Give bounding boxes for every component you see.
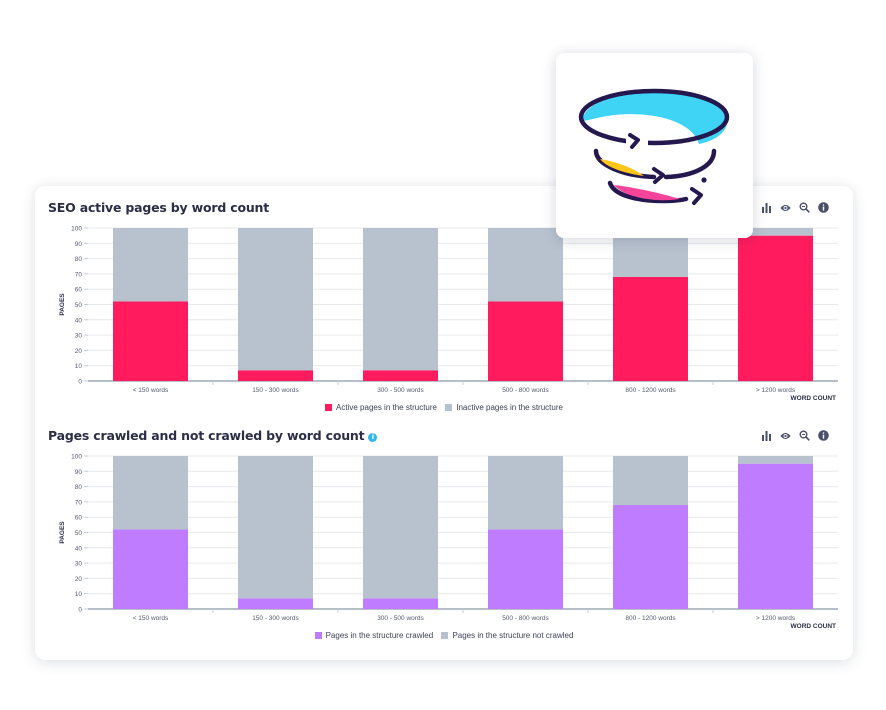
x-tick-label: < 150 words bbox=[133, 615, 169, 622]
bar-segment bbox=[488, 529, 563, 609]
legend-label: Pages in the structure crawled bbox=[325, 631, 434, 640]
x-tick-label: 300 - 500 words bbox=[377, 615, 424, 622]
bar-segment bbox=[738, 228, 813, 236]
bar-segment bbox=[738, 463, 813, 609]
y-tick-label: 40 bbox=[75, 545, 83, 552]
y-tick-label: 80 bbox=[75, 484, 83, 491]
bar-segment bbox=[113, 456, 188, 530]
chart-toolbar bbox=[761, 202, 829, 213]
x-tick-label: > 1200 words bbox=[756, 387, 796, 394]
y-tick-label: 90 bbox=[75, 469, 83, 476]
y-tick-label: 60 bbox=[75, 515, 83, 522]
x-tick-label: 150 - 300 words bbox=[252, 615, 299, 622]
bar-chart-icon[interactable] bbox=[761, 430, 772, 441]
chart-title-text: Pages crawled and not crawled by word co… bbox=[48, 428, 365, 443]
info-icon[interactable] bbox=[818, 202, 829, 213]
stacked-bar-chart: 0 10 20 30 40 50 60 70 80 90 100 PAGES < 150 words 15… bbox=[59, 454, 838, 630]
chart-toolbar bbox=[761, 430, 829, 441]
legend-item[interactable]: Pages in the structure not crawled bbox=[441, 631, 573, 640]
bar-segment bbox=[738, 235, 813, 381]
bar-segment bbox=[613, 276, 688, 381]
y-tick-label: 40 bbox=[75, 317, 83, 324]
bar-segment bbox=[238, 228, 313, 371]
bar-segment bbox=[363, 370, 438, 381]
chart-title-text: SEO active pages by word count bbox=[48, 200, 270, 215]
logo-card bbox=[556, 53, 753, 238]
bar-segment bbox=[613, 456, 688, 505]
x-axis-label: WORD COUNT bbox=[791, 623, 837, 630]
legend-swatch bbox=[314, 632, 322, 639]
bar-segment bbox=[738, 456, 813, 464]
x-tick-label: 300 - 500 words bbox=[377, 387, 424, 394]
bar-segment bbox=[488, 456, 563, 530]
zoom-icon[interactable] bbox=[799, 202, 810, 213]
y-tick-label: 20 bbox=[75, 576, 83, 583]
x-axis-label: WORD COUNT bbox=[791, 395, 837, 402]
y-tick-label: 10 bbox=[75, 591, 83, 598]
legend-swatch bbox=[325, 404, 333, 411]
y-tick-label: 30 bbox=[75, 333, 83, 340]
charts-card: SEO active pages by word count 0 10 20 30 40… bbox=[35, 186, 853, 660]
bar-segment bbox=[113, 228, 188, 302]
bar-segment bbox=[488, 228, 563, 302]
chart-panel-crawled-pages: Pages crawled and not crawled by word co… bbox=[35, 414, 853, 654]
x-tick-label: 500 - 800 words bbox=[502, 615, 549, 622]
y-tick-label: 100 bbox=[71, 454, 82, 461]
legend-item[interactable]: Active pages in the structure bbox=[325, 403, 437, 412]
x-tick-label: 800 - 1200 words bbox=[625, 615, 676, 622]
x-tick-label: 150 - 300 words bbox=[252, 387, 299, 394]
x-tick-label: > 1200 words bbox=[756, 615, 796, 622]
y-tick-label: 50 bbox=[75, 302, 83, 309]
chart-legend: Active pages in the structure Inactive p… bbox=[35, 403, 853, 413]
y-tick-label: 70 bbox=[75, 271, 83, 278]
legend-swatch bbox=[441, 632, 449, 639]
bar-segment bbox=[613, 504, 688, 609]
y-tick-label: 80 bbox=[75, 256, 83, 263]
chart-title: SEO active pages by word count bbox=[48, 200, 269, 215]
tornado-funnel-logo-icon bbox=[578, 88, 730, 205]
y-tick-label: 100 bbox=[71, 226, 82, 233]
bar-segment bbox=[238, 598, 313, 609]
y-tick-label: 0 bbox=[78, 379, 82, 386]
bar-segment bbox=[238, 456, 313, 599]
bar-segment bbox=[363, 598, 438, 609]
x-tick-label: < 150 words bbox=[133, 387, 169, 394]
bar-segment bbox=[238, 370, 313, 381]
y-tick-label: 60 bbox=[75, 287, 83, 294]
y-tick-label: 70 bbox=[75, 499, 83, 506]
y-tick-label: 30 bbox=[75, 561, 83, 568]
y-axis-label: PAGES bbox=[59, 293, 66, 316]
bar-segment bbox=[488, 301, 563, 381]
x-tick-label: 500 - 800 words bbox=[502, 387, 549, 394]
info-badge-icon[interactable]: i bbox=[368, 433, 378, 442]
legend-label: Pages in the structure not crawled bbox=[452, 631, 574, 640]
y-tick-label: 20 bbox=[75, 348, 83, 355]
bar-segment bbox=[363, 228, 438, 371]
zoom-icon[interactable] bbox=[799, 430, 810, 441]
legend-label: Inactive pages in the structure bbox=[456, 403, 563, 412]
chart-legend: Pages in the structure crawled Pages in … bbox=[35, 631, 853, 641]
y-tick-label: 50 bbox=[75, 530, 83, 537]
legend-item[interactable]: Inactive pages in the structure bbox=[445, 403, 563, 412]
bar-chart-icon[interactable] bbox=[761, 202, 772, 213]
bar-segment bbox=[363, 456, 438, 599]
x-tick-label: 800 - 1200 words bbox=[625, 387, 676, 394]
y-tick-label: 10 bbox=[75, 363, 83, 370]
legend-label: Active pages in the structure bbox=[336, 403, 437, 412]
y-axis-label: PAGES bbox=[59, 521, 66, 544]
eye-icon[interactable] bbox=[780, 430, 791, 441]
eye-icon[interactable] bbox=[780, 202, 791, 213]
y-tick-label: 0 bbox=[78, 607, 82, 614]
bar-segment bbox=[113, 529, 188, 609]
chart-title: Pages crawled and not crawled by word co… bbox=[48, 428, 378, 443]
legend-swatch bbox=[445, 404, 453, 411]
y-tick-label: 90 bbox=[75, 241, 83, 248]
legend-item[interactable]: Pages in the structure crawled bbox=[314, 631, 434, 640]
bar-segment bbox=[113, 301, 188, 381]
info-icon[interactable] bbox=[818, 430, 829, 441]
